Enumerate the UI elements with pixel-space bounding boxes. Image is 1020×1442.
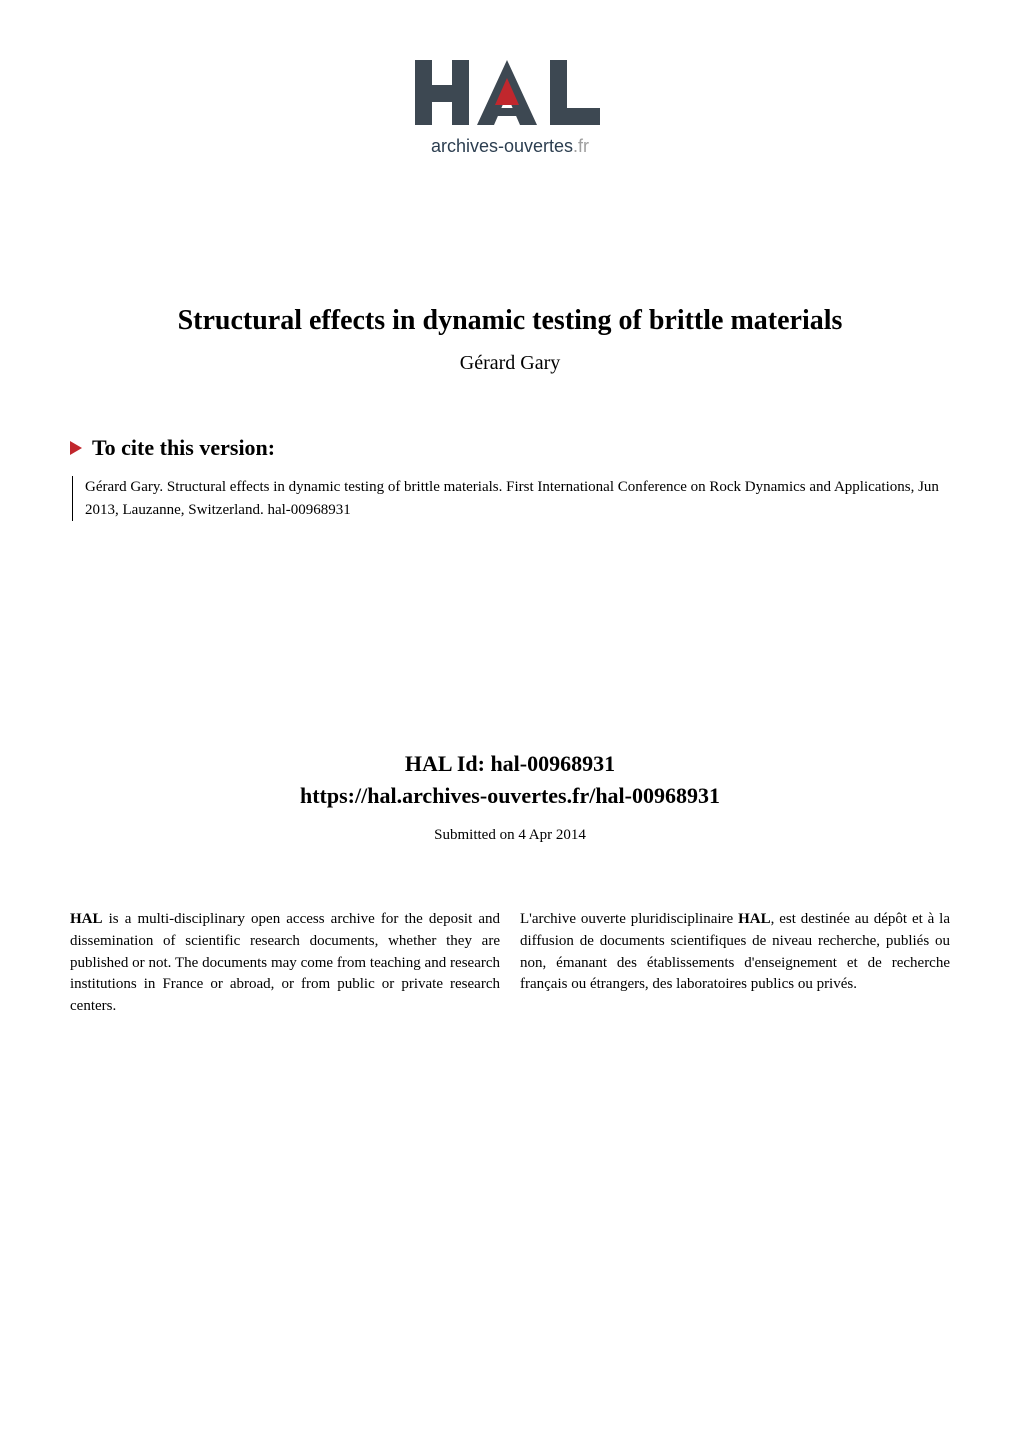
hal-url[interactable]: https://hal.archives-ouvertes.fr/hal-009…	[70, 783, 950, 809]
hal-logo-svg: archives-ouvertes.fr	[405, 50, 615, 165]
description-left: HAL is a multi-disciplinary open access …	[70, 909, 500, 1018]
cite-title: To cite this version:	[92, 435, 275, 461]
cite-header: To cite this version:	[70, 435, 950, 461]
triangle-marker-icon	[70, 441, 82, 455]
paper-title: Structural effects in dynamic testing of…	[70, 305, 950, 337]
citation-text: Gérard Gary. Structural effects in dynam…	[72, 476, 950, 521]
hal-bold-right: HAL	[738, 911, 771, 927]
hal-logo: archives-ouvertes.fr	[70, 50, 950, 170]
hal-id-section: HAL Id: hal-00968931 https://hal.archive…	[70, 751, 950, 809]
description-right-pre: L'archive ouverte pluridisciplinaire	[520, 911, 738, 927]
description-left-text: is a multi-disciplinary open access arch…	[70, 911, 500, 1014]
cite-section: To cite this version: Gérard Gary. Struc…	[70, 435, 950, 521]
hal-id-label: HAL Id: hal-00968931	[70, 751, 950, 777]
submitted-date: Submitted on 4 Apr 2014	[70, 827, 950, 844]
hal-bold-left: HAL	[70, 911, 103, 927]
description-right: L'archive ouverte pluridisciplinaire HAL…	[520, 909, 950, 1018]
paper-author: Gérard Gary	[70, 352, 950, 375]
svg-text:archives-ouvertes.fr: archives-ouvertes.fr	[431, 136, 589, 156]
description-columns: HAL is a multi-disciplinary open access …	[70, 909, 950, 1018]
